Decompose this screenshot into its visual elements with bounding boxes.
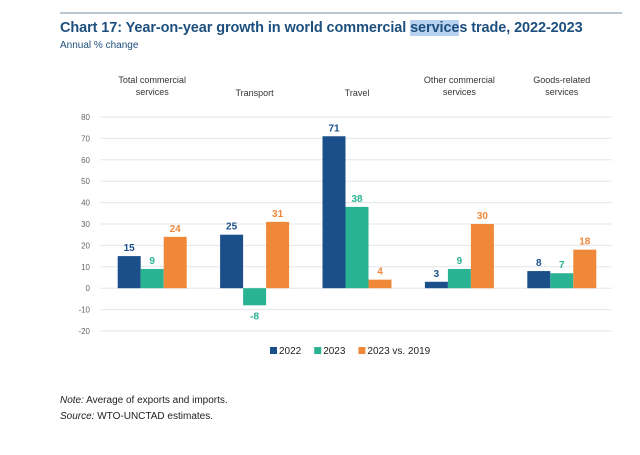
y-tick-label: 70 (81, 134, 90, 143)
y-tick-label: 10 (81, 263, 90, 272)
bar (527, 271, 551, 289)
y-tick-label: -20 (78, 327, 90, 336)
bar (140, 268, 164, 289)
y-tick-label: 30 (81, 220, 90, 229)
data-label: 71 (328, 123, 340, 134)
category-label: Goods-related (533, 75, 590, 85)
y-tick-label: 50 (81, 177, 90, 186)
bar (220, 234, 244, 289)
category-label: Other commercial (424, 75, 495, 85)
source-text: WTO-UNCTAD estimates. (94, 411, 213, 422)
title-text: Chart 17: Year-on-year growth in world c… (60, 20, 411, 36)
bar (573, 249, 597, 289)
bar (470, 224, 494, 289)
title-text-highlighted: service (410, 20, 460, 36)
y-tick-label: -10 (78, 306, 90, 315)
title-text: s trade, 2022-2023 (459, 20, 583, 36)
note-label: Note: (60, 395, 84, 406)
data-label: 3 (434, 269, 440, 280)
category-label: services (545, 87, 579, 97)
source-label: Source: (60, 411, 95, 422)
bar (447, 268, 471, 289)
chart-subtitle: Annual % change (60, 40, 139, 51)
legend-swatch (270, 347, 277, 354)
data-label: 18 (579, 237, 591, 248)
category-label: services (443, 87, 477, 97)
chart-title: Chart 17: Year-on-year growth in world c… (60, 20, 583, 36)
legend-swatch (358, 347, 366, 354)
bar (550, 273, 574, 289)
y-tick-label: 80 (81, 113, 90, 122)
data-label: -8 (250, 311, 259, 322)
bar (322, 136, 346, 289)
category-label: Travel (345, 88, 370, 98)
data-label: 9 (149, 256, 155, 267)
data-label: 4 (377, 267, 383, 278)
bar (345, 206, 369, 289)
source: Source: WTO-UNCTAD estimates. (60, 411, 213, 422)
data-label: 9 (457, 256, 463, 267)
y-tick-label: 40 (81, 199, 90, 208)
bar (266, 221, 290, 289)
note-text: Average of exports and imports. (83, 395, 228, 406)
data-label: 30 (477, 211, 489, 222)
data-label: 38 (351, 194, 363, 205)
y-tick-label: 60 (81, 156, 90, 165)
bar (424, 281, 448, 289)
y-tick-label: 0 (86, 284, 91, 293)
category-label: Transport (236, 88, 275, 98)
bar (368, 279, 392, 289)
category-label: Total commercial (118, 75, 186, 85)
data-label: 8 (536, 258, 542, 269)
legend-label: 2022 (279, 346, 302, 357)
category-label: services (136, 87, 170, 97)
data-label: 31 (272, 209, 284, 220)
bar (163, 236, 187, 289)
note: Note: Average of exports and imports. (60, 395, 228, 406)
legend-swatch (314, 347, 322, 354)
bar (243, 288, 267, 306)
data-label: 24 (170, 224, 182, 235)
top-rule (60, 12, 622, 14)
bar (117, 256, 141, 289)
data-label: 15 (124, 243, 136, 254)
legend-label: 2023 vs. 2019 (367, 346, 430, 357)
legend-label: 2023 (323, 346, 346, 357)
data-label: 7 (559, 260, 565, 271)
y-tick-label: 20 (81, 241, 90, 250)
data-label: 25 (226, 222, 238, 233)
